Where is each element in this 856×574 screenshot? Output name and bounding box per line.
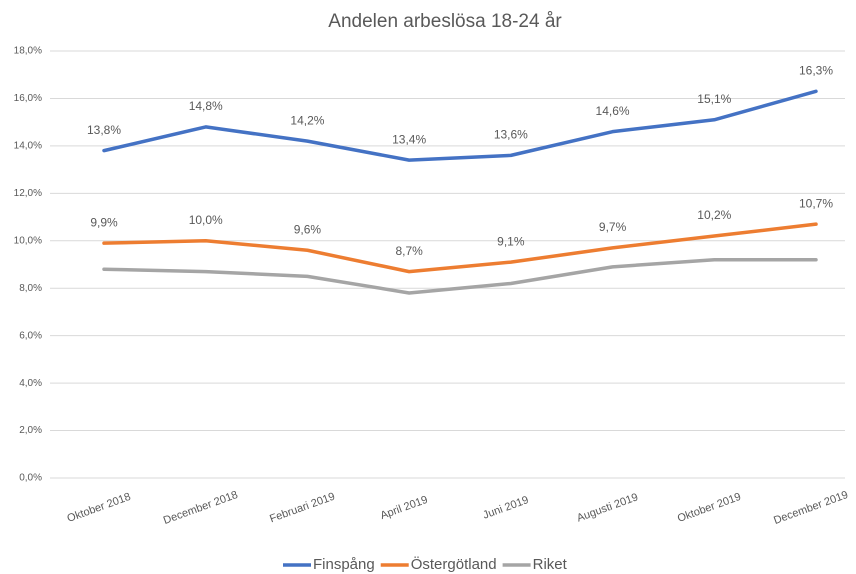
x-tick-label: Augusti 2019 [575, 491, 639, 524]
x-tick-label: April 2019 [379, 494, 430, 522]
data-label: 13,8% [87, 123, 121, 137]
x-tick-label: December 2018 [162, 489, 240, 527]
x-tick-label: Juni 2019 [481, 494, 530, 522]
y-tick-label: 6,0% [19, 330, 42, 341]
data-label: 13,6% [494, 128, 528, 142]
data-label: 9,9% [90, 215, 118, 229]
x-tick-label: December 2019 [772, 489, 850, 527]
data-label: 8,7% [395, 244, 423, 258]
y-tick-label: 0,0% [19, 473, 42, 484]
data-label: 9,7% [599, 220, 627, 234]
data-label: 14,8% [189, 99, 223, 113]
y-tick-label: 2,0% [19, 425, 42, 436]
data-label: 10,0% [189, 213, 223, 227]
y-tick-label: 8,0% [19, 283, 42, 294]
data-label: 14,2% [290, 113, 324, 127]
y-tick-label: 18,0% [14, 46, 42, 57]
x-tick-label: Oktober 2018 [66, 491, 133, 525]
legend-label: Finspång [313, 556, 375, 573]
y-tick-label: 10,0% [14, 235, 42, 246]
data-label: 9,1% [497, 234, 525, 248]
series-line [102, 258, 818, 295]
chart-title: Andelen arbeslösa 18-24 år [328, 11, 562, 32]
x-tick-label: Oktober 2019 [676, 491, 743, 525]
y-tick-label: 4,0% [19, 378, 42, 389]
series-line [102, 222, 818, 274]
y-tick-label: 12,0% [14, 188, 42, 199]
legend-label: Riket [533, 556, 568, 573]
x-tick-label: Februari 2019 [268, 491, 336, 526]
data-label: 9,6% [294, 222, 322, 236]
data-label: 10,2% [697, 208, 731, 222]
data-label: 13,4% [392, 132, 426, 146]
y-tick-label: 16,0% [14, 93, 42, 104]
y-tick-label: 14,0% [14, 141, 42, 152]
data-label: 14,6% [596, 104, 630, 118]
data-label: 15,1% [697, 92, 731, 106]
legend-label: Östergötland [411, 555, 497, 573]
data-label: 10,7% [799, 196, 833, 210]
data-label: 16,3% [799, 63, 833, 77]
series-line [102, 89, 818, 162]
